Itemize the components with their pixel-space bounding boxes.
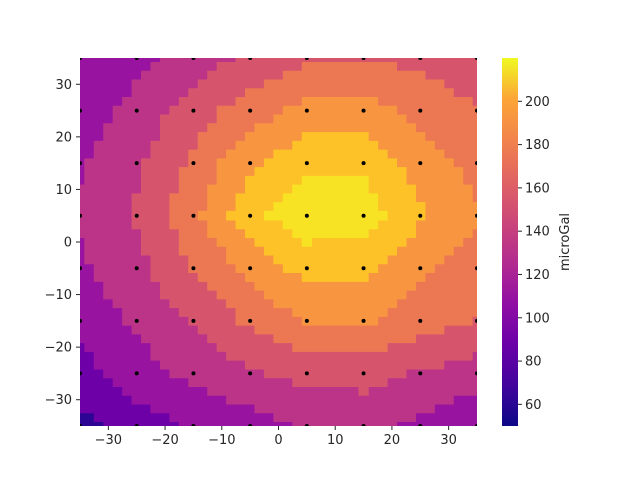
sample-point xyxy=(418,108,423,113)
y-axis: −30 −20 −10 0 10 20 30 xyxy=(45,78,80,408)
sample-point xyxy=(475,108,477,113)
sample-point xyxy=(248,108,253,113)
sample-point xyxy=(134,58,139,60)
colorbar-ticks: 60 80 100 120 140 160 180 200 xyxy=(518,95,550,413)
x-tick-label: 20 xyxy=(384,433,401,448)
colorbar: 60 80 100 120 140 160 180 200 microGal xyxy=(502,58,573,426)
sample-point xyxy=(80,58,82,60)
sample-point xyxy=(248,424,253,426)
y-tick-label: −20 xyxy=(45,341,72,356)
sample-point xyxy=(80,161,82,166)
sample-point xyxy=(475,213,477,218)
sample-point xyxy=(134,318,139,323)
sample-point xyxy=(418,424,423,426)
colorbar-tick-label: 60 xyxy=(525,398,542,413)
sample-point xyxy=(134,108,139,113)
sample-point xyxy=(248,371,253,376)
sample-point xyxy=(361,58,366,60)
sample-point xyxy=(134,213,139,218)
x-tick-label: −10 xyxy=(208,433,235,448)
contour-band-210 xyxy=(263,175,388,247)
colorbar-tick-label: 100 xyxy=(525,311,550,326)
sample-point xyxy=(418,213,423,218)
y-tick-label: 20 xyxy=(55,130,72,145)
x-tick-label: 0 xyxy=(274,433,282,448)
y-tick-label: −30 xyxy=(45,393,72,408)
sample-point xyxy=(80,266,82,271)
colorbar-tick-label: 140 xyxy=(525,225,550,240)
sample-point xyxy=(304,371,309,376)
sample-point xyxy=(418,58,423,60)
sample-point xyxy=(80,424,82,426)
sample-point xyxy=(475,371,477,376)
sample-point xyxy=(248,266,253,271)
sample-point xyxy=(361,161,366,166)
sample-point xyxy=(191,213,196,218)
sample-point xyxy=(418,371,423,376)
sample-point xyxy=(475,318,477,323)
sample-point xyxy=(191,424,196,426)
sample-point xyxy=(418,266,423,271)
sample-points-layer xyxy=(80,58,477,426)
sample-point xyxy=(191,58,196,60)
sample-point xyxy=(304,318,309,323)
plot-area xyxy=(80,58,477,426)
sample-point xyxy=(418,161,423,166)
sample-point xyxy=(248,161,253,166)
x-axis: −30 −20 −10 0 10 20 30 xyxy=(95,426,457,448)
sample-point xyxy=(475,266,477,271)
sample-point xyxy=(475,161,477,166)
sample-point xyxy=(304,266,309,271)
sample-point xyxy=(475,58,477,60)
sample-point xyxy=(304,424,309,426)
sample-point xyxy=(361,371,366,376)
sample-point xyxy=(80,371,82,376)
sample-point xyxy=(191,266,196,271)
sample-point xyxy=(191,371,196,376)
sample-point xyxy=(134,161,139,166)
x-tick-label: −20 xyxy=(151,433,178,448)
sample-point xyxy=(80,213,82,218)
x-tick-label: −30 xyxy=(95,433,122,448)
sample-point xyxy=(134,424,139,426)
colorbar-label: microGal xyxy=(558,213,573,271)
sample-point xyxy=(134,266,139,271)
y-tick-label: 0 xyxy=(64,236,72,251)
contour-fill-layer xyxy=(80,58,477,426)
y-tick-label: 10 xyxy=(55,183,72,198)
sample-point xyxy=(191,108,196,113)
y-tick-label: −10 xyxy=(45,288,72,303)
sample-point xyxy=(361,266,366,271)
colorbar-tick-label: 80 xyxy=(525,355,542,370)
sample-point xyxy=(361,108,366,113)
sample-point xyxy=(475,424,477,426)
y-tick-label: 30 xyxy=(55,78,72,93)
colorbar-tick-label: 200 xyxy=(525,95,550,110)
colorbar-tick-label: 160 xyxy=(525,181,550,196)
sample-point xyxy=(361,213,366,218)
sample-point xyxy=(304,161,309,166)
sample-point xyxy=(304,108,309,113)
sample-point xyxy=(361,424,366,426)
colorbar-gradient xyxy=(502,58,518,426)
x-tick-label: 30 xyxy=(440,433,457,448)
sample-point xyxy=(134,371,139,376)
sample-point xyxy=(248,213,253,218)
x-tick-label: 10 xyxy=(327,433,344,448)
sample-point xyxy=(80,108,82,113)
sample-point xyxy=(248,318,253,323)
sample-point xyxy=(80,318,82,323)
sample-point xyxy=(304,213,309,218)
sample-point xyxy=(361,318,366,323)
colorbar-tick-label: 180 xyxy=(525,138,550,153)
sample-point xyxy=(418,318,423,323)
sample-point xyxy=(304,58,309,60)
sample-point xyxy=(191,161,196,166)
sample-point xyxy=(191,318,196,323)
sample-point xyxy=(248,58,253,60)
colorbar-tick-label: 120 xyxy=(525,268,550,283)
